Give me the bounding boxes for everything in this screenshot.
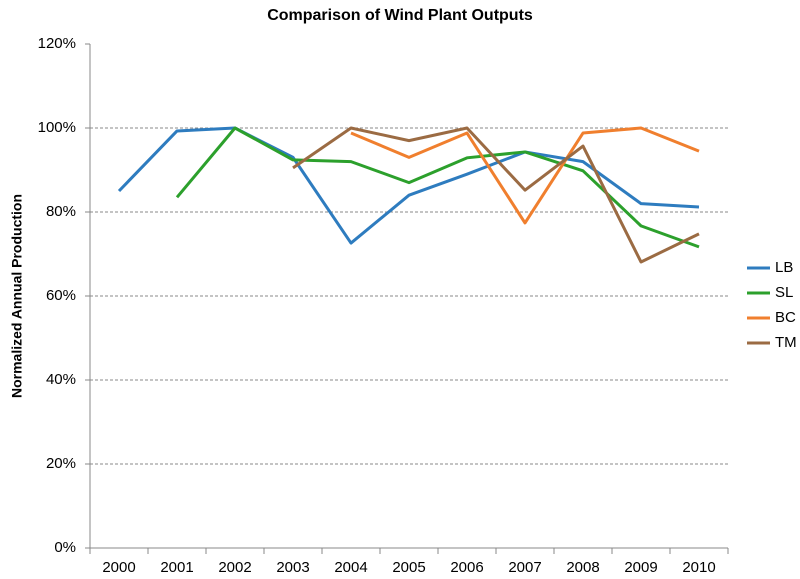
y-tick-label: 20% [46,455,76,472]
legend-label: BC [775,309,796,326]
series-line [117,126,700,245]
x-tick-label: 2003 [276,559,309,576]
x-tick-label: 2006 [450,559,483,576]
series-line [350,126,700,225]
y-tick-label: 80% [46,203,76,220]
x-tick-label: 2001 [160,559,193,576]
x-tick-label: 2007 [508,559,541,576]
x-tick-label: 2008 [566,559,599,576]
x-tick-label: 2005 [392,559,425,576]
y-tick-label: 40% [46,371,76,388]
y-tick-label: 100% [38,119,76,136]
legend-label: LB [775,259,793,276]
series-line [292,126,700,264]
x-tick-label: 2010 [682,559,715,576]
y-tick-label: 60% [46,287,76,304]
y-axis-label: Normalized Annual Production [9,194,25,398]
legend-label: SL [775,284,793,301]
y-tick-label: 120% [38,35,76,52]
x-tick-label: 2002 [218,559,251,576]
x-tick-label: 2000 [102,559,135,576]
x-tick-label: 2009 [624,559,657,576]
series-line [175,126,700,249]
x-tick-label: 2004 [334,559,367,576]
chart-title: Comparison of Wind Plant Outputs [267,7,533,24]
y-tick-label: 0% [54,539,76,556]
legend-label: TM [775,334,797,351]
